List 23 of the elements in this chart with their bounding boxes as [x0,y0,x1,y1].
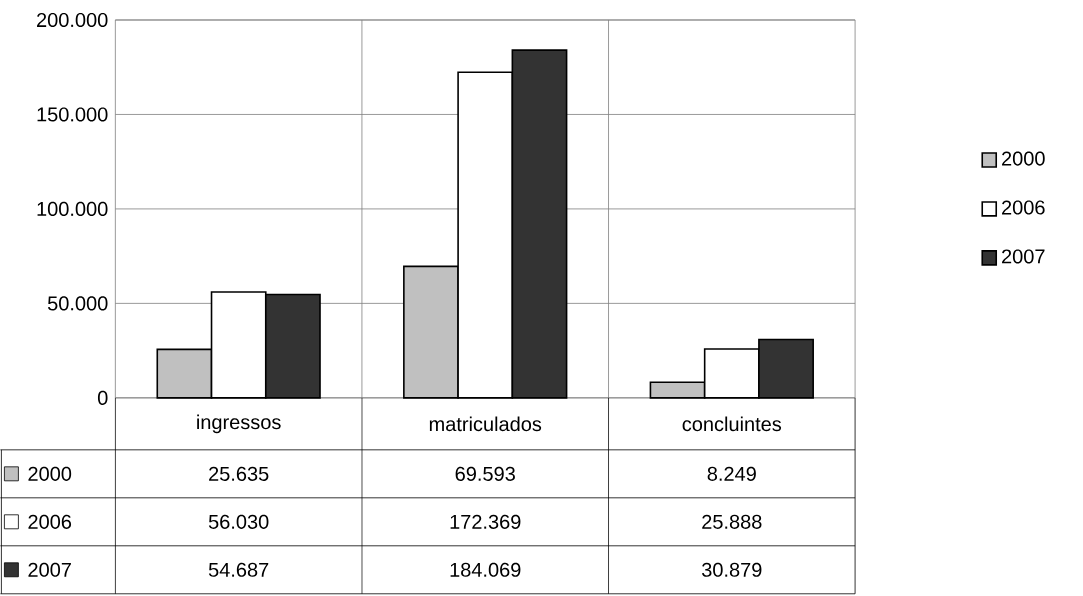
x-tick-label: concluintes [682,416,782,432]
text: 2000 [1002,151,1045,166]
data-label: 56.030 [208,514,269,529]
x-tick-label: ingressos [197,414,281,434]
data-label: 184.069 [450,562,521,577]
text: 2007 [28,562,71,577]
data-label: 25.888 [702,514,762,529]
y-tick-label: 100.000 [37,201,108,217]
data-label: 54.687 [208,562,269,577]
legend-label: 2000 [28,466,72,482]
legend-label: 2007 [1002,249,1045,264]
data-label: 8.249 [707,466,756,482]
y-tick-label: 50.000 [47,296,108,311]
data-label: 69.593 [455,466,515,482]
y-tick-label: 200.000 [37,13,108,28]
data-label: 172.369 [450,514,521,529]
x-tick-label: matriculados [429,416,542,432]
data-label: 25.635 [209,466,269,482]
data-label: 30.879 [701,562,762,577]
y-tick-label: 150.000 [37,107,108,122]
legend-label: 2006 [28,514,72,529]
y-tick-label: 0 [97,390,108,406]
text: 2006 [1002,200,1045,215]
